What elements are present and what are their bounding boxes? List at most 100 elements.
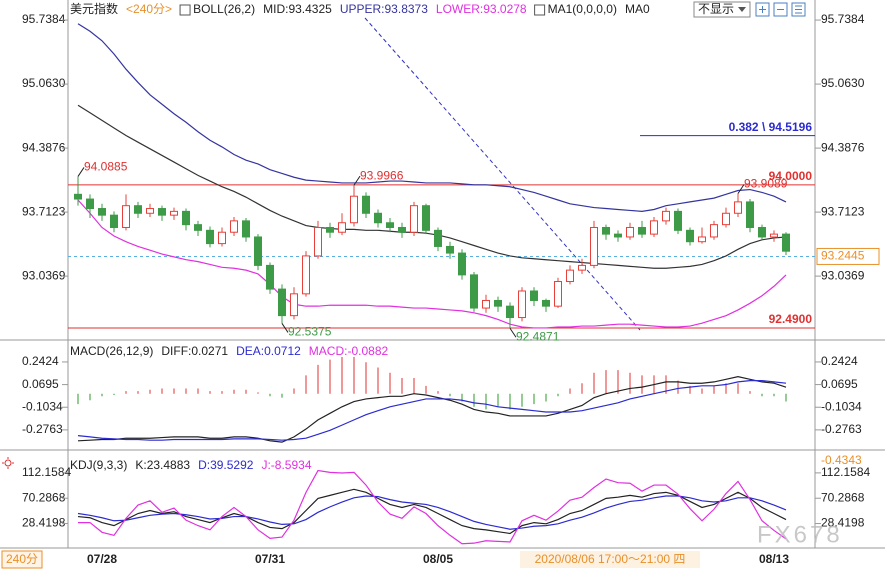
y-tick-label: 95.0630 <box>22 76 66 90</box>
dropdown-arrow <box>738 7 746 12</box>
candle-body <box>314 226 322 257</box>
trend-line <box>364 17 641 331</box>
instrument-title: 美元指数 <box>70 1 118 16</box>
candle-body <box>686 229 694 243</box>
legend-entry: DEA:0.0712 <box>236 344 301 358</box>
indicator-line <box>77 376 787 443</box>
candle-body <box>458 252 466 276</box>
crosshair-value: -0.4343 <box>821 453 862 467</box>
candle-body <box>770 233 778 238</box>
candle-body <box>578 264 586 271</box>
candle-body <box>86 198 94 210</box>
candle-body <box>110 214 118 228</box>
period-button[interactable] <box>1 550 43 569</box>
indicator-line <box>77 379 787 441</box>
legend-entry: DIFF:0.0271 <box>161 344 228 358</box>
legend-icon <box>179 4 191 16</box>
indicator-label: MACD(26,12,9) <box>70 344 153 358</box>
candle-body <box>506 305 514 319</box>
legend-entry: MACD:-0.0882 <box>309 344 389 358</box>
price-label: 92.4871 <box>516 329 560 343</box>
candle-body <box>194 224 202 231</box>
y-tick-label-right: 94.3876 <box>821 140 865 154</box>
candle-body <box>710 224 718 238</box>
y-tick-label: 93.0369 <box>22 268 66 282</box>
candle-body <box>422 205 430 231</box>
candle-body <box>218 231 226 245</box>
y-tick-label: 28.4198 <box>22 516 66 530</box>
price-marker <box>281 323 289 333</box>
indicator-line <box>78 469 787 545</box>
candle-body <box>266 264 274 290</box>
y-tick-label: 112.1584 <box>22 465 71 479</box>
y-tick-label-right: 93.7123 <box>821 204 865 218</box>
watermark: FX678 <box>757 521 843 548</box>
x-tick-label: 07/31 <box>255 552 285 566</box>
candle-body <box>650 220 658 235</box>
button-icons <box>759 5 802 14</box>
candle-body <box>698 236 706 243</box>
candle-body <box>338 222 346 233</box>
candle-body <box>170 210 178 216</box>
y-tick-label: 70.2868 <box>22 490 66 504</box>
candle-body <box>758 226 766 238</box>
candle-body <box>158 208 166 216</box>
candle-body <box>494 299 502 307</box>
indicator-line <box>77 23 787 212</box>
candle-body <box>542 299 550 307</box>
candle-body <box>626 226 634 238</box>
dropdown[interactable] <box>693 1 751 18</box>
legend-icon <box>534 4 546 16</box>
y-tick-label: 95.7384 <box>22 12 66 26</box>
candle-body <box>470 274 478 309</box>
candle-body <box>782 233 790 252</box>
y-tick-label-right: 95.0630 <box>821 76 865 90</box>
candle-body <box>674 210 682 231</box>
y-tick-label-right: 93.0369 <box>821 268 865 282</box>
y-tick-label: 0.2424 <box>22 354 59 368</box>
candle-body <box>326 226 334 233</box>
legend-entry: K:23.4883 <box>135 458 190 472</box>
y-tick-label: 93.7123 <box>22 204 66 218</box>
y-tick-label: -0.2763 <box>22 422 63 436</box>
y-tick-label: -0.1034 <box>22 399 63 413</box>
candle-body <box>554 281 562 307</box>
candle-body <box>638 226 646 235</box>
y-tick-label-right: 95.7384 <box>821 12 865 26</box>
candle-body <box>722 212 730 226</box>
candle-body <box>398 226 406 233</box>
candle-body <box>590 226 598 266</box>
candle-body <box>146 208 154 214</box>
candle-body <box>182 210 190 226</box>
candle-body <box>254 236 262 266</box>
x-tick-label: 08/13 <box>759 552 789 566</box>
indicator-line <box>77 495 787 530</box>
candle-body <box>566 269 574 283</box>
candle-body <box>278 288 286 317</box>
candle-body <box>518 290 526 319</box>
horizontal-line-label: 92.4900 <box>769 312 813 326</box>
legend-entry: D:39.5292 <box>198 458 254 472</box>
y-tick-label-right: -0.1034 <box>821 399 862 413</box>
legend-entry: MID:93.4325 <box>263 2 332 16</box>
candle-body <box>386 222 394 228</box>
price-label: 93.9089 <box>744 177 788 191</box>
price-marker <box>77 167 85 177</box>
candle-body <box>746 201 754 228</box>
candle-body <box>446 245 454 254</box>
candle-body <box>98 208 106 216</box>
candle-body <box>350 195 358 224</box>
legend-entry: J:-8.5934 <box>261 458 311 472</box>
period-button-label: 240分 <box>6 552 38 566</box>
crosshair-time-box <box>520 551 700 568</box>
crosshair-time: 2020/08/06 17:00～21:00 四 <box>535 552 686 566</box>
price-label: 93.9966 <box>360 168 404 182</box>
indicator-label: BOLL(26,2) <box>193 2 255 16</box>
price-marker <box>353 175 361 186</box>
candle-body <box>410 205 418 233</box>
price-marker <box>737 184 745 194</box>
candle-body <box>602 226 610 235</box>
legend-entry: LOWER:93.0278 <box>436 2 527 16</box>
